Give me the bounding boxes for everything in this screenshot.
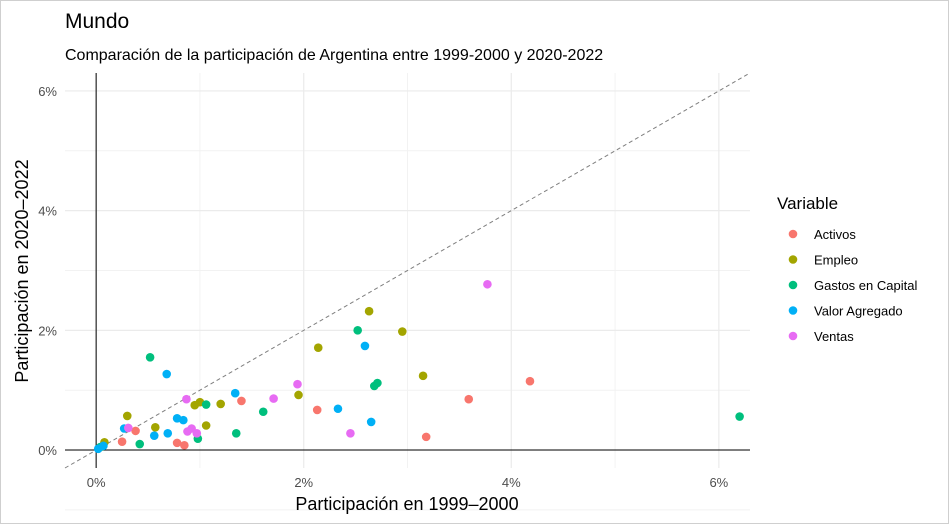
point-empleo xyxy=(201,421,211,430)
point-activos xyxy=(131,426,140,436)
x-tick-label: 4% xyxy=(502,475,521,490)
x-tick-label: 6% xyxy=(709,475,728,490)
x-tick-label: 0% xyxy=(87,475,106,490)
point-activos xyxy=(237,396,246,406)
point-ventas xyxy=(293,379,302,389)
point-empleo xyxy=(294,390,303,400)
point-valor-agregado xyxy=(230,388,240,398)
legend-label-gastos-en-capital: Gastos en Capital xyxy=(814,278,917,293)
point-ventas xyxy=(346,428,355,438)
chart-title: Mundo xyxy=(65,10,129,33)
identity-reference-line xyxy=(64,72,751,469)
y-axis-title: Participación en 2020–2022 xyxy=(12,159,32,382)
point-activos xyxy=(180,440,189,450)
point-activos xyxy=(421,432,431,442)
point-activos xyxy=(117,437,127,446)
point-valor-agregado xyxy=(366,417,376,427)
x-axis-title: Participación en 1999–2000 xyxy=(295,494,518,514)
point-empleo xyxy=(313,343,323,353)
point-empleo xyxy=(398,327,407,336)
point-gastos-en-capital xyxy=(258,407,268,417)
point-activos xyxy=(525,376,535,386)
point-gastos-en-capital xyxy=(201,400,211,409)
legend-key-gastos-en-capital xyxy=(788,280,798,290)
reference-line-layer xyxy=(64,72,751,469)
point-ventas xyxy=(483,279,492,289)
point-empleo xyxy=(418,371,428,381)
point-activos xyxy=(464,394,474,404)
axes xyxy=(65,73,750,468)
legend-key-activos xyxy=(788,229,798,239)
y-tick-label: 0% xyxy=(38,443,57,458)
legend-key-ventas xyxy=(788,331,798,341)
point-valor-agregado xyxy=(163,428,173,438)
point-empleo xyxy=(364,306,374,316)
point-gastos-en-capital xyxy=(231,428,241,438)
tick-labels: 0% 2% 4% 6% 0% 2% 4% 6% xyxy=(38,84,728,490)
point-ventas xyxy=(192,428,202,438)
points-layer xyxy=(93,279,744,454)
chart-subtitle: Comparación de la participación de Argen… xyxy=(65,47,603,64)
legend-title: Variable xyxy=(777,194,838,213)
legend-label-valor-agregado: Valor Agregado xyxy=(814,304,903,319)
point-ventas xyxy=(124,423,133,433)
point-empleo xyxy=(122,411,132,421)
point-ventas xyxy=(269,394,278,403)
point-valor-agregado xyxy=(149,431,159,440)
point-gastos-en-capital xyxy=(735,412,744,421)
point-empleo xyxy=(150,423,160,432)
x-tick-label: 2% xyxy=(294,475,313,490)
point-activos xyxy=(312,405,322,415)
y-tick-label: 2% xyxy=(38,323,57,338)
legend-key-empleo xyxy=(788,255,798,264)
legend-key-valor-agregado xyxy=(788,306,798,315)
legend-label-activos: Activos xyxy=(814,227,856,242)
point-valor-agregado xyxy=(179,415,188,425)
point-valor-agregado xyxy=(99,441,108,451)
point-gastos-en-capital xyxy=(353,326,362,335)
point-gastos-en-capital xyxy=(373,378,382,388)
legend-label-empleo: Empleo xyxy=(814,253,858,268)
point-activos xyxy=(172,438,182,448)
point-ventas xyxy=(182,394,191,404)
point-empleo xyxy=(216,399,225,409)
point-valor-agregado xyxy=(360,341,370,351)
point-valor-agregado xyxy=(333,404,343,414)
y-tick-label: 4% xyxy=(38,204,57,219)
point-gastos-en-capital xyxy=(145,352,155,362)
point-gastos-en-capital xyxy=(135,439,145,449)
point-valor-agregado xyxy=(162,369,172,379)
y-tick-label: 6% xyxy=(38,84,57,99)
legend-label-ventas: Ventas xyxy=(814,329,854,344)
legend: Variable Activos Empleo Gastos en Capital V… xyxy=(777,194,917,344)
